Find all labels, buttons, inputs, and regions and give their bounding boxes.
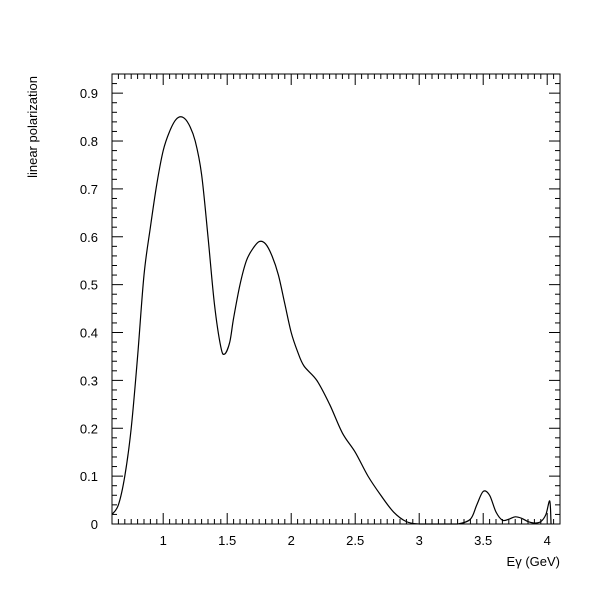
x-tick-label: 1 — [160, 533, 167, 548]
y-tick-label: 0 — [91, 517, 98, 532]
y-axis-title: linear polarization — [25, 76, 40, 178]
y-tick-label: 0.6 — [80, 230, 98, 245]
x-tick-label: 1.5 — [218, 533, 236, 548]
y-tick-label: 0.8 — [80, 134, 98, 149]
x-tick-label: 3.5 — [474, 533, 492, 548]
plot-frame — [111, 73, 561, 525]
y-tick-label: 0.1 — [80, 469, 98, 484]
series-layer — [111, 116, 552, 525]
y-tick-label: 0.7 — [80, 182, 98, 197]
x-tick-label: 2.5 — [346, 533, 364, 548]
x-tick-label: 4 — [544, 533, 551, 548]
y-tick-label: 0.5 — [80, 278, 98, 293]
x-axis-title: Eγ (GeV) — [507, 554, 560, 569]
polarization-series-line — [111, 116, 552, 525]
y-tick-label: 0.4 — [80, 326, 98, 341]
y-tick-label: 0.3 — [80, 373, 98, 388]
y-axis-ticks: 0 0.1 0.2 0.3 0.4 0.5 0.6 0.7 0.8 0.9 — [80, 73, 560, 532]
x-axis-ticks: 1 1.5 2 2.5 3 3.5 4 — [111, 74, 561, 548]
y-tick-label: 0.2 — [80, 421, 98, 436]
x-tick-label: 2 — [288, 533, 295, 548]
y-tick-label: 0.9 — [80, 86, 98, 101]
x-tick-label: 3 — [416, 533, 423, 548]
